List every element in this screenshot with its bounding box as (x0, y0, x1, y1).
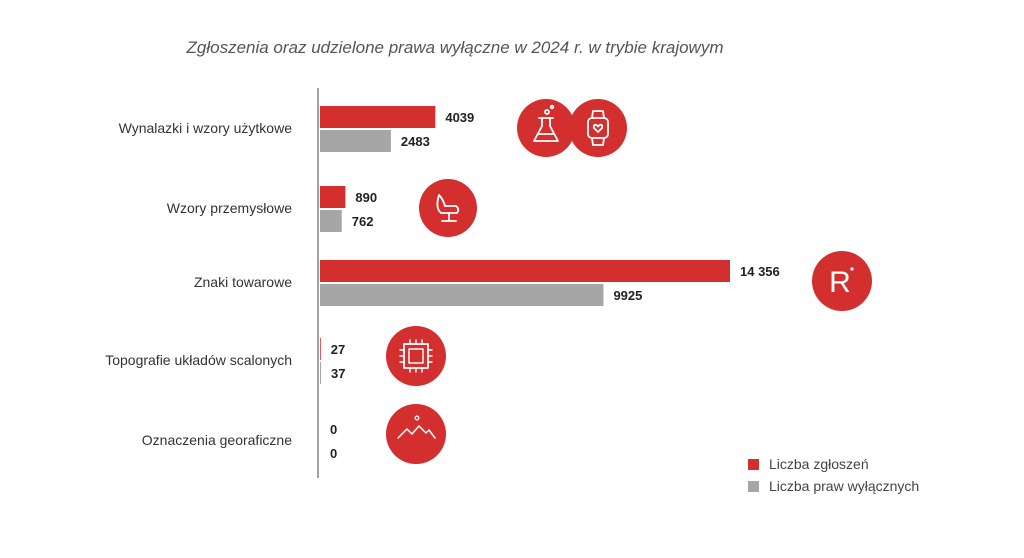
registered-mark-icon: R (812, 251, 872, 311)
bar-rights (320, 210, 342, 232)
chart-title: Zgłoszenia oraz udzielone prawa wyłączne… (186, 38, 724, 57)
value-label-rights: 0 (330, 446, 337, 461)
value-label-rights: 9925 (613, 288, 642, 303)
legend: Liczba zgłoszeń Liczba praw wyłącznych (748, 456, 919, 494)
category-labels: Wynalazki i wzory użytkowe Wzory przemysł… (105, 120, 292, 448)
svg-text:R: R (829, 266, 851, 299)
value-label-applications: 0 (330, 422, 337, 437)
microchip-icon (386, 326, 446, 386)
category-label: Topografie układów scalonych (105, 352, 292, 368)
category-label: Znaki towarowe (194, 274, 292, 290)
value-label-rights: 37 (331, 366, 345, 381)
category-icons: R (386, 99, 872, 464)
mountains-icon (386, 404, 446, 464)
bar-applications (320, 338, 321, 360)
smartwatch-icon (569, 99, 627, 157)
bar-applications (320, 186, 346, 208)
value-label-applications: 14 356 (740, 264, 780, 279)
bar-applications (320, 260, 730, 282)
category-label: Wzory przemysłowe (167, 200, 292, 216)
legend-label: Liczba praw wyłącznych (769, 478, 919, 494)
bar-applications (320, 106, 436, 128)
category-label: Oznaczenia georaficzne (142, 432, 292, 448)
value-label-applications: 890 (355, 190, 377, 205)
value-label-applications: 4039 (445, 110, 474, 125)
legend-label: Liczba zgłoszeń (769, 456, 869, 472)
bars (320, 106, 730, 384)
value-labels: 4039 2483 890 762 14 356 9925 27 37 0 0 (330, 110, 780, 461)
armchair-icon (419, 179, 477, 237)
bar-rights (320, 130, 391, 152)
bar-rights (320, 284, 604, 306)
value-label-rights: 762 (352, 214, 374, 229)
value-label-applications: 27 (331, 342, 345, 357)
legend-swatch (748, 481, 759, 492)
legend-item-applications: Liczba zgłoszeń (748, 456, 869, 472)
legend-item-rights: Liczba praw wyłącznych (748, 478, 919, 494)
value-label-rights: 2483 (401, 134, 430, 149)
legend-swatch (748, 459, 759, 470)
bar-rights (320, 362, 322, 384)
category-label: Wynalazki i wzory użytkowe (119, 120, 293, 136)
flask-icon (517, 99, 575, 157)
